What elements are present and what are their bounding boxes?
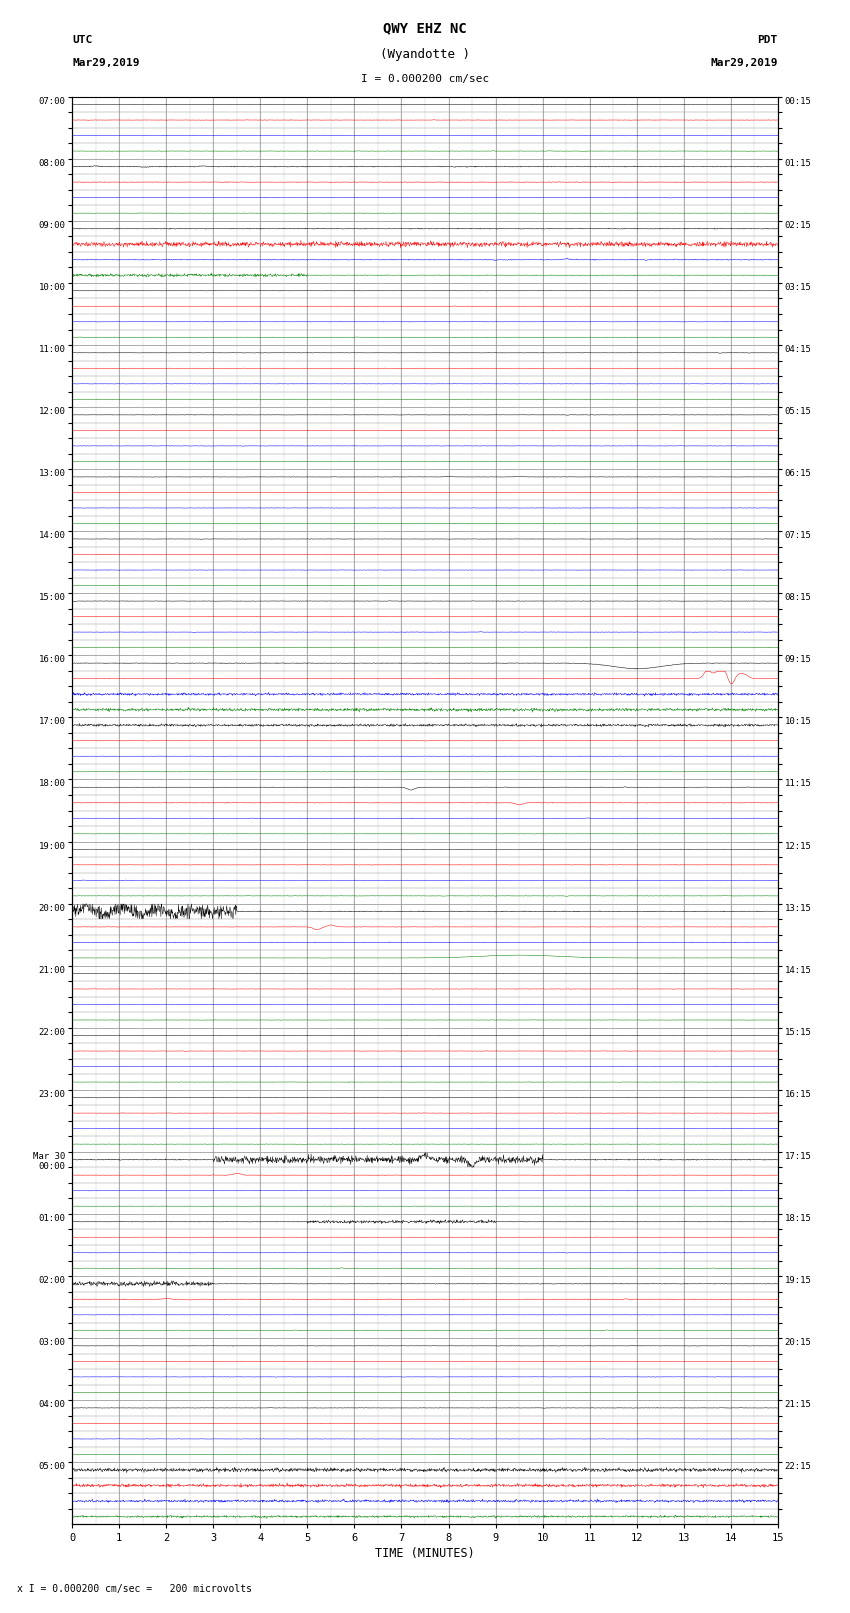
- Text: QWY EHZ NC: QWY EHZ NC: [383, 21, 467, 35]
- Text: UTC: UTC: [72, 35, 93, 45]
- Text: Mar29,2019: Mar29,2019: [711, 58, 778, 68]
- Text: Mar29,2019: Mar29,2019: [72, 58, 139, 68]
- Text: (Wyandotte ): (Wyandotte ): [380, 48, 470, 61]
- Text: I = 0.000200 cm/sec: I = 0.000200 cm/sec: [361, 74, 489, 84]
- Text: x I = 0.000200 cm/sec =   200 microvolts: x I = 0.000200 cm/sec = 200 microvolts: [17, 1584, 252, 1594]
- Text: PDT: PDT: [757, 35, 778, 45]
- X-axis label: TIME (MINUTES): TIME (MINUTES): [375, 1547, 475, 1560]
